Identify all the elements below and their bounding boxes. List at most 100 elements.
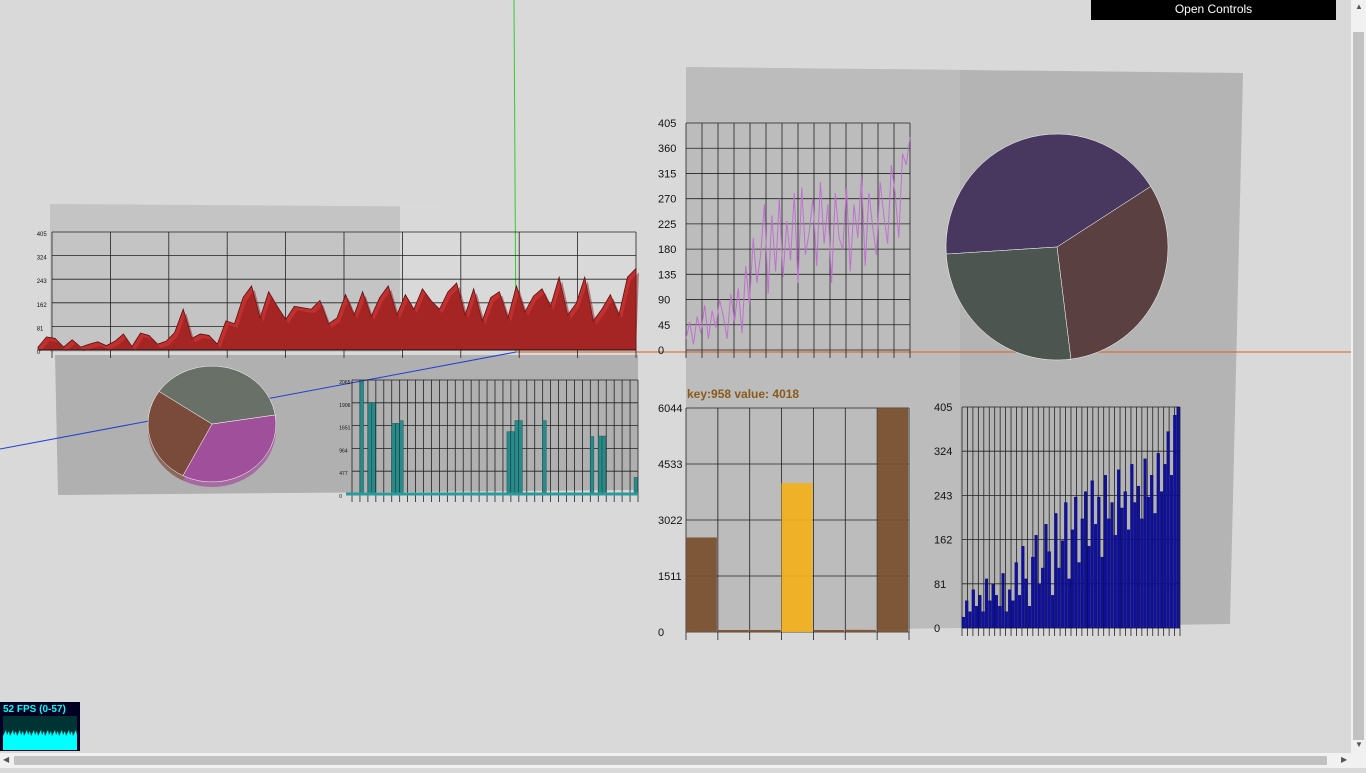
vertical-scrollbar[interactable]: ▲ ▼	[1351, 0, 1366, 753]
teal-bar	[598, 436, 602, 494]
teal-tick-label: 0	[339, 494, 342, 500]
teal-bar	[372, 403, 376, 494]
teal-tick-label: 964	[339, 448, 348, 454]
blue-bar	[1088, 546, 1091, 628]
red-tick-label: 162	[37, 303, 48, 309]
blue-bar	[1054, 513, 1057, 628]
panel-right-shade	[686, 67, 960, 632]
scroll-down-icon[interactable]: ▼	[1355, 740, 1363, 749]
brown-tick-label: 3022	[658, 515, 682, 527]
teal-bar	[392, 423, 396, 494]
blue-tick-label: 324	[934, 446, 952, 458]
horizontal-scroll-thumb[interactable]	[14, 756, 1327, 765]
blue-bar	[988, 601, 991, 628]
blue-bar	[1074, 497, 1077, 628]
blue-bar	[1048, 552, 1051, 628]
blue-bar	[1094, 524, 1097, 628]
blue-bar	[969, 612, 972, 628]
red-tick-label: 243	[37, 279, 48, 285]
blue-bar	[1091, 481, 1094, 628]
blue-bar	[1127, 530, 1130, 628]
scroll-left-icon[interactable]: ◀	[3, 755, 9, 764]
purple-tick-label: 45	[658, 320, 670, 332]
purple-tick-label: 315	[658, 168, 676, 180]
teal-bar	[400, 421, 404, 494]
brown-tick-label: 1511	[658, 571, 682, 583]
blue-bar	[1137, 486, 1140, 628]
open-controls-button[interactable]: Open Controls	[1091, 0, 1336, 20]
left-pie-chart	[148, 366, 276, 487]
brown-bar	[813, 630, 844, 632]
blue-bar	[1035, 535, 1038, 628]
brown-tick-label: 0	[658, 627, 664, 639]
teal-bar	[602, 436, 606, 494]
teal-bar	[368, 403, 372, 494]
blue-bar	[1150, 475, 1153, 628]
teal-tick-label: 477	[339, 471, 348, 477]
blue-bar	[1061, 541, 1064, 628]
blue-bar	[1008, 590, 1011, 628]
blue-bar	[1157, 453, 1160, 628]
blue-bar	[965, 601, 968, 628]
blue-bar	[1045, 524, 1048, 628]
red-tick-label: 81	[37, 326, 44, 332]
blue-bar	[1051, 595, 1054, 628]
teal-bar	[634, 477, 638, 494]
brown-bar	[877, 408, 908, 632]
blue-bar	[1173, 415, 1176, 628]
brown-bar	[686, 537, 717, 632]
scroll-right-icon[interactable]: ▶	[1341, 755, 1347, 764]
blue-bar	[1071, 530, 1074, 628]
brown-bar	[845, 630, 876, 632]
red-tick-label: 405	[37, 232, 48, 238]
horizontal-scrollbar[interactable]: ◀ ▶	[0, 753, 1366, 768]
blue-bar	[1021, 546, 1024, 628]
brown-bar	[782, 483, 813, 632]
blue-bar	[1005, 612, 1008, 628]
blue-bar	[1104, 475, 1107, 628]
purple-tick-label: 180	[658, 244, 676, 256]
blue-bar	[1170, 475, 1173, 628]
teal-bar	[590, 437, 594, 494]
blue-tick-label: 162	[934, 535, 952, 547]
teal-tick-label: 1906	[339, 403, 350, 409]
blue-bar	[995, 595, 998, 628]
blue-bar	[1002, 573, 1005, 628]
teal-bar	[396, 423, 400, 494]
blue-bar	[1160, 492, 1163, 628]
vertical-scroll-thumb[interactable]	[1353, 32, 1364, 740]
blue-bar	[1041, 568, 1044, 628]
fps-graph	[0, 702, 80, 751]
scroll-up-icon[interactable]: ▲	[1355, 2, 1363, 11]
blue-bar	[1107, 519, 1110, 628]
blue-bar	[1097, 497, 1100, 628]
blue-bar	[1101, 557, 1104, 628]
blue-tick-label: 405	[934, 402, 952, 414]
right-pie-chart	[946, 134, 1168, 360]
blue-bar	[1084, 492, 1087, 628]
teal-bar	[515, 421, 519, 494]
teal-bar	[511, 432, 515, 494]
blue-bar	[1012, 601, 1015, 628]
teal-tick-label: 1651	[339, 426, 350, 432]
blue-bar	[1078, 563, 1081, 628]
blue-bar	[1121, 508, 1124, 628]
blue-bar	[1117, 470, 1120, 628]
purple-tick-label: 270	[658, 194, 676, 206]
fps-meter: 52 FPS (0-57)	[0, 702, 80, 751]
brown-bar	[750, 630, 781, 632]
blue-bar	[1163, 464, 1166, 628]
blue-bar	[1025, 579, 1028, 628]
brown-tick-label: 6044	[658, 403, 682, 415]
blue-bar	[1114, 535, 1117, 628]
red-tick-label: 0	[37, 350, 41, 356]
teal-tick-label: 2065	[339, 380, 350, 386]
blue-bar	[975, 606, 978, 628]
blue-bar	[1038, 584, 1041, 628]
blue-bar	[1140, 519, 1143, 628]
brown-tick-label: 4533	[658, 459, 682, 471]
blue-bar	[1028, 606, 1031, 628]
blue-bar	[1144, 459, 1147, 628]
